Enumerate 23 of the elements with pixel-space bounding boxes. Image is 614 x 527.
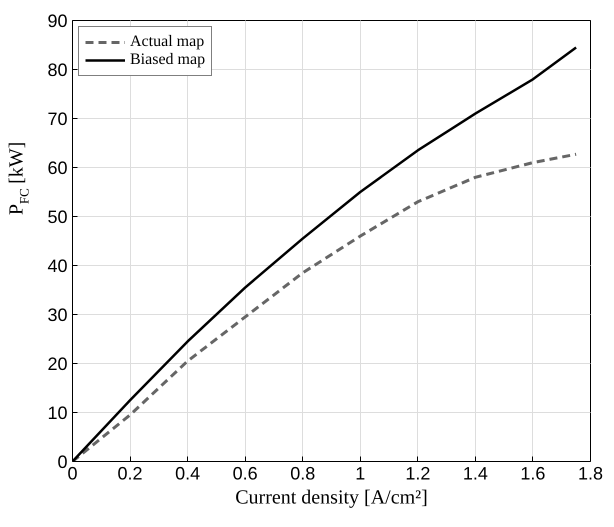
y-tick-label: 10 xyxy=(47,403,68,423)
y-tick-label: 40 xyxy=(47,256,68,276)
line-series xyxy=(72,152,578,462)
y-tick-label: 20 xyxy=(47,354,68,374)
y-axis-title: PFC [kW] xyxy=(6,142,32,216)
y-tick-label: 80 xyxy=(47,60,68,80)
x-tick-label: 0.4 xyxy=(175,464,200,484)
x-tick-label: 0.6 xyxy=(232,464,258,484)
y-tick-label: 70 xyxy=(47,109,68,129)
x-tick-label: 0.2 xyxy=(118,464,143,484)
x-tick-label: 1.6 xyxy=(520,464,546,484)
legend-label: Actual map xyxy=(130,33,204,51)
x-tick-label: 1.2 xyxy=(405,464,430,484)
x-tick-label: 1.8 xyxy=(578,464,604,484)
y-tick-label: 60 xyxy=(47,158,68,178)
x-tick-label: 1.4 xyxy=(462,464,488,484)
legend-label: Biased map xyxy=(130,51,206,69)
y-tick-label: 50 xyxy=(47,207,68,227)
x-tick-label: 1 xyxy=(355,464,366,484)
y-tick-label: 30 xyxy=(47,305,68,325)
y-tick-label: 90 xyxy=(47,11,68,31)
x-tick-label: 0.8 xyxy=(290,464,316,484)
x-axis-title: Current density [A/cm²] xyxy=(235,486,428,508)
